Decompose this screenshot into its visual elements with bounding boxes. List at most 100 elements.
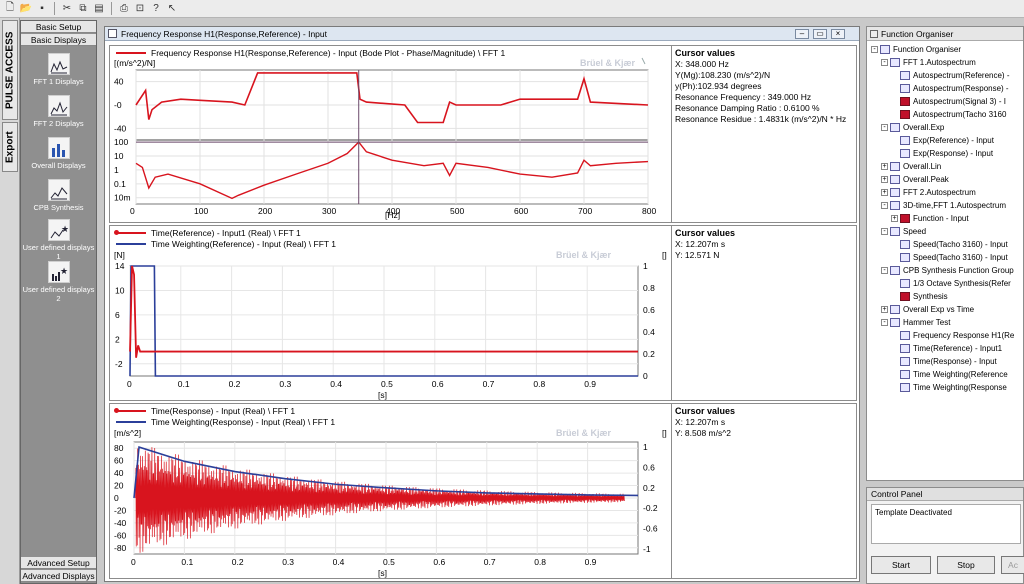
function-tree: - Function Organiser - FFT 1.Autospectrum Au…: [867, 43, 1023, 479]
tree-item[interactable]: 1/3 Octave Synthesis(Refer: [891, 277, 1011, 290]
advanced-setup-button[interactable]: Advanced Setup: [21, 557, 96, 569]
tree-item[interactable]: - Function Organiser: [871, 43, 961, 56]
function-organiser-title: Function Organiser: [867, 27, 1023, 41]
tree-item[interactable]: - CPB Synthesis Function Group: [881, 264, 1014, 277]
tree-item[interactable]: - Hammer Test: [881, 316, 950, 329]
expand-icon[interactable]: +: [881, 189, 888, 196]
tree-item[interactable]: Time(Response) - Input: [891, 355, 997, 368]
fft1-displays-item[interactable]: FFT 1 Displays: [21, 53, 96, 86]
new-icon[interactable]: 🗋: [5, 2, 15, 13]
tree-item[interactable]: Exp(Reference) - Input: [891, 134, 994, 147]
legend-swatch: [116, 242, 146, 245]
close-button[interactable]: ×: [831, 29, 845, 39]
open-icon[interactable]: 📂: [19, 3, 33, 14]
expand-icon[interactable]: +: [881, 306, 888, 313]
tree-item-label: FFT 1.Autospectrum: [903, 58, 976, 67]
x-tick-label: 0.1: [181, 557, 193, 567]
tree-item[interactable]: Time(Reference) - Input1: [891, 342, 1002, 355]
help-icon[interactable]: ?: [153, 3, 159, 14]
collapse-icon[interactable]: -: [881, 319, 888, 326]
y2-tick-label: -0.6: [643, 524, 658, 534]
tree-item[interactable]: Autospectrum(Signal 3) - I: [891, 95, 1006, 108]
fft2-displays-item[interactable]: FFT 2 Displays: [21, 95, 96, 128]
legend-dot: [114, 229, 119, 235]
magnitude-line: [135, 141, 649, 200]
collapse-icon[interactable]: -: [881, 59, 888, 66]
tree-item[interactable]: Frequency Response H1(Re: [891, 329, 1014, 342]
tree-item[interactable]: - 3D-time,FFT 1.Autospectrum: [881, 199, 1006, 212]
tree-item[interactable]: + FFT 2.Autospectrum: [881, 186, 976, 199]
paste-icon[interactable]: ▤: [94, 3, 104, 14]
x-tick-label: 400: [386, 206, 400, 216]
tree-item[interactable]: Speed(Tacho 3160) - Input: [891, 238, 1008, 251]
legend-bode-label: Frequency Response H1(Response,Reference…: [151, 47, 506, 58]
tree-item[interactable]: Autospectrum(Tacho 3160: [891, 108, 1006, 121]
advanced-displays-button[interactable]: Advanced Displays: [21, 570, 96, 582]
bode-x-unit: [Hz]: [385, 210, 400, 220]
x-tick-label: 0.7: [484, 557, 496, 567]
tree-item[interactable]: Synthesis: [891, 290, 948, 303]
tree-item[interactable]: + Overall.Lin: [881, 160, 941, 173]
restore-button[interactable]: ▭: [813, 29, 827, 39]
start-button[interactable]: Start: [871, 556, 931, 574]
expand-icon[interactable]: +: [881, 163, 888, 170]
control-panel: Control Panel Template Deactivated Start…: [866, 487, 1024, 584]
time-response-graph[interactable]: Time(Response) - Input (Real) \ FFT 1 Ti…: [110, 404, 672, 578]
tree-item[interactable]: Speed(Tacho 3160) - Input: [891, 251, 1008, 264]
cpb-synthesis-item[interactable]: CPB Synthesis: [21, 179, 96, 212]
y-tick-label: 100: [114, 137, 128, 147]
watermark: Brüel & Kjær: [580, 58, 636, 68]
minimize-button[interactable]: –: [795, 29, 809, 39]
tree-item-label: Overall.Peak: [903, 175, 949, 184]
legend-swatch: [114, 229, 146, 235]
copy-icon[interactable]: ⧉: [79, 3, 87, 14]
tree-item[interactable]: Autospectrum(Reference) -: [891, 69, 1009, 82]
save-icon[interactable]: ▪: [40, 3, 44, 14]
cursor-value: Y: 12.571 N: [675, 250, 720, 260]
time-reference-graph[interactable]: Time(Reference) - Input1 (Real) \ FFT 1 …: [110, 226, 672, 400]
tree-item[interactable]: Time Weighting(Response: [891, 381, 1007, 394]
user-displays-2-label: User defined displays 2: [22, 285, 95, 303]
tree-item[interactable]: - Speed: [881, 225, 926, 238]
y-tick-label: 2: [115, 334, 120, 344]
tree-item[interactable]: + Overall.Peak: [881, 173, 949, 186]
print-icon[interactable]: ⎙: [120, 3, 128, 14]
tree-item[interactable]: + Overall Exp vs Time: [881, 303, 974, 316]
collapse-icon[interactable]: -: [881, 124, 888, 131]
tree-item[interactable]: Time Weighting(Reference: [891, 368, 1008, 381]
x-tick-label: 0.6: [433, 557, 445, 567]
tree-item-label: Exp(Response) - Input: [913, 149, 994, 158]
bode-plot-graph[interactable]: Frequency Response H1(Response,Reference…: [110, 46, 672, 222]
cut-icon[interactable]: ✂: [62, 3, 72, 14]
stop-button[interactable]: Stop: [937, 556, 995, 574]
context-help-icon[interactable]: ↖: [167, 3, 177, 14]
basic-setup-button[interactable]: Basic Setup: [21, 21, 96, 33]
organiser-icon: [870, 30, 878, 38]
tree-item[interactable]: - Overall.Exp: [881, 121, 944, 134]
x-tick-label: 200: [258, 206, 272, 216]
y-tick-label: 14: [115, 261, 125, 271]
overall-displays-item[interactable]: Overall Displays: [21, 137, 96, 170]
legend-time-reference: Time(Reference) - Input1 (Real) \ FFT 1: [114, 227, 301, 238]
tree-item[interactable]: Autospectrum(Response) -: [891, 82, 1009, 95]
expand-icon[interactable]: +: [891, 215, 898, 222]
collapse-icon[interactable]: -: [881, 267, 888, 274]
expand-icon[interactable]: +: [881, 176, 888, 183]
tree-item[interactable]: Exp(Response) - Input: [891, 147, 993, 160]
tree-item-label: CPB Synthesis Function Group: [903, 266, 1014, 275]
user-displays-2-item[interactable]: ★ User defined displays 2: [21, 261, 96, 303]
collapse-icon[interactable]: -: [871, 46, 878, 53]
tab-pulse-access[interactable]: PULSE ACCESS: [2, 20, 18, 120]
user-displays-1-item[interactable]: ★ User defined displays 1: [21, 219, 96, 261]
basic-displays-button[interactable]: Basic Displays: [21, 34, 96, 46]
x-tick-label: 0: [127, 379, 132, 389]
tab-export[interactable]: Export: [2, 122, 18, 172]
collapse-icon[interactable]: -: [881, 228, 888, 235]
tree-item-label: Speed(Tacho 3160) - Input: [913, 240, 1008, 249]
tree-item[interactable]: - FFT 1.Autospectrum: [881, 56, 976, 69]
print-preview-icon[interactable]: ⊡: [135, 3, 145, 14]
collapse-icon[interactable]: -: [881, 202, 888, 209]
third-button[interactable]: Ac: [1001, 556, 1024, 574]
tree-item[interactable]: + Function - Input: [891, 212, 969, 225]
y-tick-label: -60: [114, 530, 127, 540]
